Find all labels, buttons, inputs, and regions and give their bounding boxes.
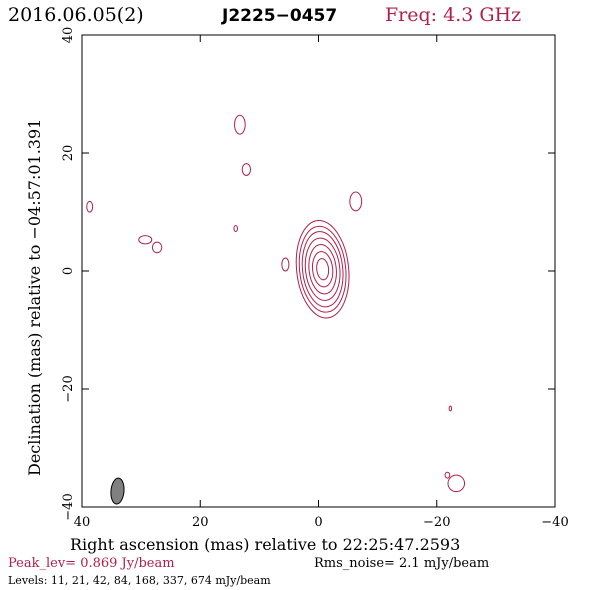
contour-island [349, 191, 363, 212]
x-tick-label: 0 [314, 515, 322, 530]
peak-level: Peak_lev= 0.869 Jy/beam [8, 556, 175, 571]
beam-ellipse [110, 477, 125, 505]
contour-layer [86, 114, 466, 505]
contour-island [234, 114, 246, 135]
core-contour [298, 225, 347, 313]
core-contour [308, 244, 337, 295]
y-tick-label: 0 [61, 267, 76, 275]
axis-ticks: 40 20 0 −20 −40 −40 −20 0 20 40 [61, 27, 569, 530]
core-contour [301, 231, 344, 308]
contour-island [281, 257, 290, 272]
core-contour [311, 251, 334, 288]
observation-date: 2016.06.05(2) [8, 4, 144, 26]
y-tick-label: −20 [61, 375, 76, 402]
y-tick-label: −40 [61, 493, 76, 520]
contour-levels: Levels: 11, 21, 42, 84, 168, 337, 674 mJ… [8, 574, 271, 587]
x-axis-label: Right ascension (mas) relative to 22:25:… [70, 535, 460, 554]
x-tick-label: 20 [192, 515, 209, 530]
x-tick-label: −20 [423, 515, 450, 530]
x-tick-label: −40 [541, 515, 568, 530]
contour-island [138, 235, 153, 245]
frequency-label: Freq: 4.3 GHz [385, 4, 521, 26]
core-contour [304, 237, 341, 301]
contour-island [233, 225, 238, 232]
x-tick-label: 40 [74, 515, 91, 530]
rms-noise: Rms_noise= 2.1 mJy/beam [314, 556, 489, 571]
contour-island [447, 474, 466, 493]
contour-island [241, 163, 252, 176]
plot-frame [81, 34, 556, 508]
y-tick-label: 40 [61, 27, 76, 44]
contour-island [444, 471, 451, 479]
contour-island [86, 200, 94, 213]
y-axis-label: Declination (mas) relative to −04:57:01.… [25, 119, 44, 476]
contour-island [151, 241, 163, 254]
core-contour [316, 258, 330, 281]
core-contour [295, 219, 350, 319]
source-name: J2225−0457 [221, 6, 337, 26]
contour-island [448, 405, 453, 412]
y-tick-label: 20 [61, 145, 76, 162]
